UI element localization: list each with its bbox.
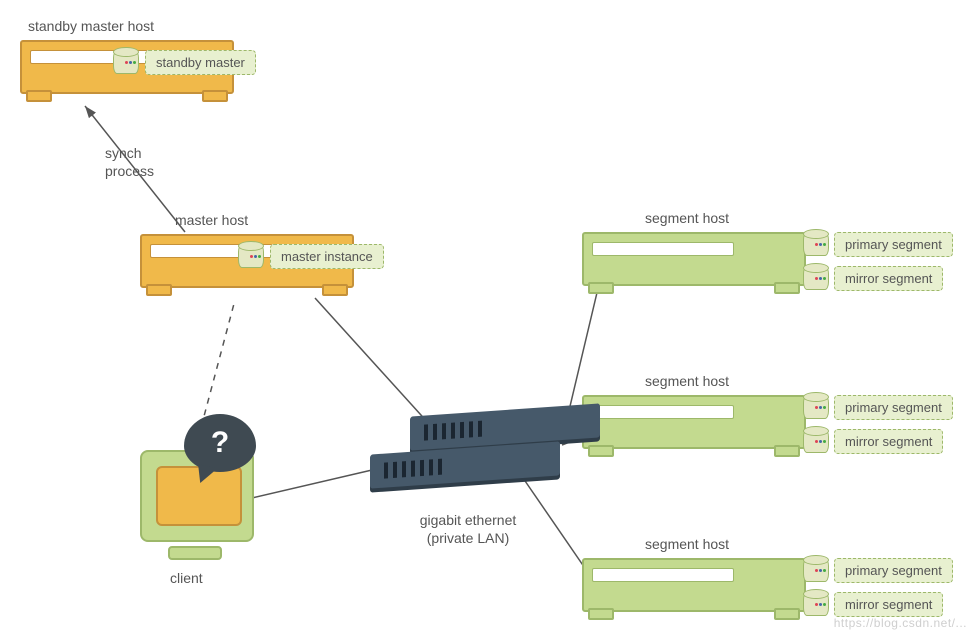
speech-bubble-icon: ? — [184, 414, 256, 472]
db-icon — [803, 395, 829, 419]
db-icon — [803, 266, 829, 290]
segment-host-1-title: segment host — [645, 210, 729, 226]
master-host-title: master host — [175, 212, 248, 228]
switch-label: gigabit ethernet (private LAN) — [388, 512, 548, 547]
segment-2-primary-badge: primary segment — [834, 395, 953, 420]
segment-3-primary-badge: primary segment — [834, 558, 953, 583]
segment-1-primary-badge: primary segment — [834, 232, 953, 257]
segment-host-3-title: segment host — [645, 536, 729, 552]
diagram-canvas: standby master host standby master synch… — [0, 0, 977, 636]
client-title: client — [170, 570, 203, 586]
db-icon — [113, 50, 139, 74]
db-icon — [238, 244, 264, 268]
standby-master-badge: standby master — [145, 50, 256, 75]
segment-host-2 — [582, 395, 806, 449]
db-icon — [803, 592, 829, 616]
switch-label-line2: (private LAN) — [427, 530, 509, 546]
standby-master-host-title: standby master host — [28, 18, 154, 34]
segment-3-mirror-badge: mirror segment — [834, 592, 943, 617]
segment-1-mirror-badge: mirror segment — [834, 266, 943, 291]
switch-label-line1: gigabit ethernet — [420, 512, 517, 528]
segment-2-mirror-badge: mirror segment — [834, 429, 943, 454]
synch-process-label: synch process — [105, 145, 154, 180]
db-icon — [803, 429, 829, 453]
master-instance-badge: master instance — [270, 244, 384, 269]
segment-host-2-title: segment host — [645, 373, 729, 389]
db-icon — [803, 558, 829, 582]
segment-host-3 — [582, 558, 806, 612]
db-icon — [803, 232, 829, 256]
segment-host-1 — [582, 232, 806, 286]
watermark: https://blog.csdn.net/... — [834, 616, 967, 630]
